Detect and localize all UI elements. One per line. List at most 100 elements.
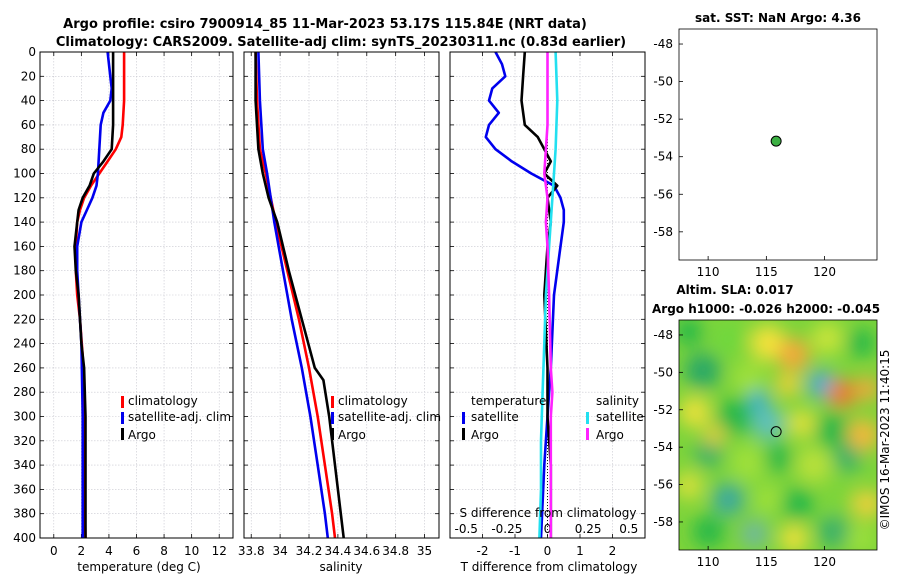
- x-tick-label: 34.6: [353, 544, 380, 558]
- x-tick-label: 2: [78, 544, 86, 558]
- legend-swatch-t-argo: [462, 428, 465, 440]
- heatmap-cell: [787, 409, 816, 438]
- y-tick-label: -50: [653, 365, 673, 379]
- salinity-axis-label: salinity: [319, 560, 362, 574]
- legend-swatch-satellite: [121, 412, 124, 424]
- sst-map-title: sat. SST: NaN Argo: 4.36: [695, 11, 861, 25]
- legend-heading-salinity: salinity: [596, 394, 639, 408]
- legend-label-climatology: climatology: [338, 394, 408, 408]
- y-tick-label: -52: [653, 112, 673, 126]
- top-tick-label: 0: [544, 522, 552, 536]
- x-tick-label: 2: [609, 544, 617, 558]
- x-tick-label: 34: [272, 544, 287, 558]
- y-tick-label: -56: [653, 187, 673, 201]
- x-tick-label: 115: [755, 265, 778, 279]
- heatmap-cell: [795, 446, 832, 483]
- difference-panel: -2 -1 0 1 2 -0.5 -0.25 0 0.25 0.5: [449, 51, 646, 558]
- legend-swatch-argo: [331, 428, 334, 440]
- heatmap-cell: [847, 524, 876, 550]
- t-difference-axis-label: T difference from climatology: [460, 560, 638, 574]
- x-tick-label: 120: [813, 265, 836, 279]
- temperature-panel: 0204060801001201401601802002202402602803…: [13, 45, 234, 558]
- heatmap-cell: [815, 412, 852, 449]
- argo-location-marker: [770, 426, 782, 438]
- series-line-temperature-argo: [520, 51, 559, 538]
- x-tick-label: 8: [160, 544, 168, 558]
- heatmap-cell: [740, 519, 769, 548]
- sst-map-panel: -48 -50 -52 -54 -56 -58 110 115 120: [653, 28, 878, 279]
- y-tick-label: 220: [13, 312, 36, 326]
- x-tick-label: 34.8: [382, 544, 409, 558]
- legend-swatch-climatology: [121, 396, 124, 408]
- sla-map-panel: -48 -50 -52 -54 -56 -58 110 115 120: [653, 319, 878, 569]
- x-tick-label: 1: [576, 544, 584, 558]
- legend-label-climatology: climatology: [128, 394, 198, 408]
- heatmap-cell: [781, 488, 814, 520]
- x-tick-label: 115: [755, 555, 778, 569]
- legend-label-argo: Argo: [338, 428, 366, 442]
- heatmap-cell: [716, 398, 753, 435]
- temperature-axis-label: temperature (deg C): [77, 560, 200, 574]
- heatmap-cell: [748, 390, 769, 411]
- legend-swatch-climatology: [331, 396, 334, 408]
- heatmap-cell: [847, 419, 877, 451]
- y-tick-label: -58: [653, 515, 673, 529]
- legend-swatch-t-satellite: [462, 412, 465, 424]
- x-tick-label: 110: [697, 555, 720, 569]
- heatmap-cell: [811, 322, 844, 355]
- heatmap-cell: [847, 329, 876, 357]
- x-tick-label: 120: [813, 555, 836, 569]
- y-tick-label: -58: [653, 225, 673, 239]
- heatmap-cell: [694, 439, 723, 468]
- heatmap-cell: [679, 320, 703, 346]
- y-tick-label: 80: [21, 142, 36, 156]
- y-tick-label: 60: [21, 118, 36, 132]
- sla-heatmap: [679, 320, 877, 550]
- series-line-salinity-argo: [542, 52, 554, 538]
- figure-title-line1: Argo profile: csiro 7900914_85 11-Mar-20…: [63, 17, 587, 32]
- y-tick-label: 300: [13, 410, 36, 424]
- legend-swatch-s-satellite: [586, 412, 589, 424]
- y-tick-label: 100: [13, 167, 36, 181]
- heatmap-cell: [823, 485, 852, 514]
- y-tick-label: 380: [13, 507, 36, 521]
- legend-label-satellite: satellite-adj. clim: [338, 410, 441, 424]
- heatmap-cell: [752, 407, 785, 440]
- x-tick-label: 10: [184, 544, 199, 558]
- heatmap-cell: [679, 471, 703, 500]
- heatmap-cell: [827, 379, 856, 408]
- legend-swatch-s-argo: [586, 428, 589, 440]
- series-line-salinity-satellite: [538, 51, 559, 539]
- x-tick-label: 12: [212, 544, 227, 558]
- top-tick-label: 0.5: [619, 522, 638, 536]
- y-tick-label: 320: [13, 434, 36, 448]
- x-tick-label: 110: [697, 265, 720, 279]
- top-tick-label: 0.25: [575, 522, 602, 536]
- temperature-legend: climatology satellite-adj. clim Argo: [121, 394, 231, 442]
- x-tick-label: 6: [133, 544, 141, 558]
- y-tick-label: -56: [653, 478, 673, 492]
- y-tick-label: 0: [28, 45, 36, 59]
- y-tick-label: 180: [13, 264, 36, 278]
- legend-heading-temperature: temperature: [471, 394, 546, 408]
- map-frame: [678, 319, 878, 551]
- series-line-argo: [73, 52, 115, 538]
- x-tick-label: 34.4: [325, 544, 352, 558]
- difference-legend: temperature satellite Argo salinity sate…: [462, 394, 644, 442]
- y-tick-label: -48: [653, 37, 673, 51]
- y-tick-label: 40: [21, 94, 36, 108]
- x-tick-label: 33.8: [238, 544, 265, 558]
- series-line-argo: [254, 52, 345, 539]
- heatmap-cell: [764, 444, 792, 472]
- plot-frame: [39, 51, 234, 539]
- legend-swatch-satellite: [331, 412, 334, 424]
- y-tick-label: 360: [13, 482, 36, 496]
- y-tick-label: 400: [13, 531, 36, 545]
- heatmap-cell: [679, 396, 711, 428]
- figure-title-line2: Climatology: CARS2009. Satellite-adj cli…: [56, 35, 626, 50]
- plot-frame: [243, 51, 440, 539]
- y-tick-label: 200: [13, 288, 36, 302]
- y-tick-label: -52: [653, 403, 673, 417]
- heatmap-cell: [833, 444, 862, 472]
